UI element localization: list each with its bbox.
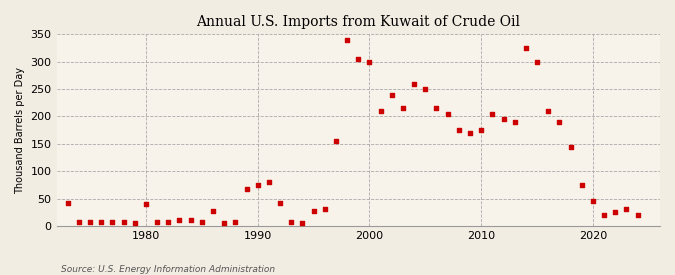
Point — [398, 106, 408, 111]
Point — [308, 208, 319, 213]
Point — [353, 57, 364, 61]
Point — [442, 111, 453, 116]
Point — [263, 180, 274, 184]
Point — [331, 139, 342, 143]
Point — [174, 218, 185, 223]
Point — [520, 46, 531, 50]
Point — [241, 186, 252, 191]
Point — [297, 221, 308, 225]
Point — [386, 92, 397, 97]
Point — [476, 128, 487, 132]
Point — [420, 87, 431, 91]
Point — [163, 220, 173, 224]
Point — [621, 207, 632, 212]
Point — [498, 117, 509, 121]
Point — [130, 220, 140, 225]
Point — [454, 128, 464, 132]
Point — [152, 220, 163, 224]
Point — [286, 219, 296, 224]
Point — [230, 219, 241, 224]
Point — [96, 220, 107, 224]
Point — [587, 199, 598, 204]
Point — [510, 120, 520, 124]
Point — [409, 81, 420, 86]
Point — [576, 183, 587, 187]
Point — [208, 208, 219, 213]
Point — [140, 202, 151, 206]
Point — [543, 109, 554, 113]
Point — [275, 201, 286, 205]
Point — [219, 221, 230, 225]
Point — [632, 213, 643, 217]
Point — [464, 131, 475, 135]
Point — [196, 219, 207, 224]
Point — [185, 218, 196, 223]
Point — [74, 219, 84, 224]
Text: Source: U.S. Energy Information Administration: Source: U.S. Energy Information Administ… — [61, 265, 275, 274]
Point — [118, 220, 129, 224]
Point — [252, 183, 263, 187]
Point — [610, 210, 621, 214]
Y-axis label: Thousand Barrels per Day: Thousand Barrels per Day — [15, 67, 25, 194]
Point — [599, 213, 610, 217]
Point — [431, 106, 442, 111]
Point — [375, 109, 386, 113]
Point — [487, 111, 497, 116]
Point — [319, 207, 330, 212]
Title: Annual U.S. Imports from Kuwait of Crude Oil: Annual U.S. Imports from Kuwait of Crude… — [196, 15, 520, 29]
Point — [532, 59, 543, 64]
Point — [107, 220, 118, 224]
Point — [342, 38, 352, 42]
Point — [554, 120, 565, 124]
Point — [84, 220, 95, 224]
Point — [62, 201, 73, 205]
Point — [565, 144, 576, 149]
Point — [364, 59, 375, 64]
